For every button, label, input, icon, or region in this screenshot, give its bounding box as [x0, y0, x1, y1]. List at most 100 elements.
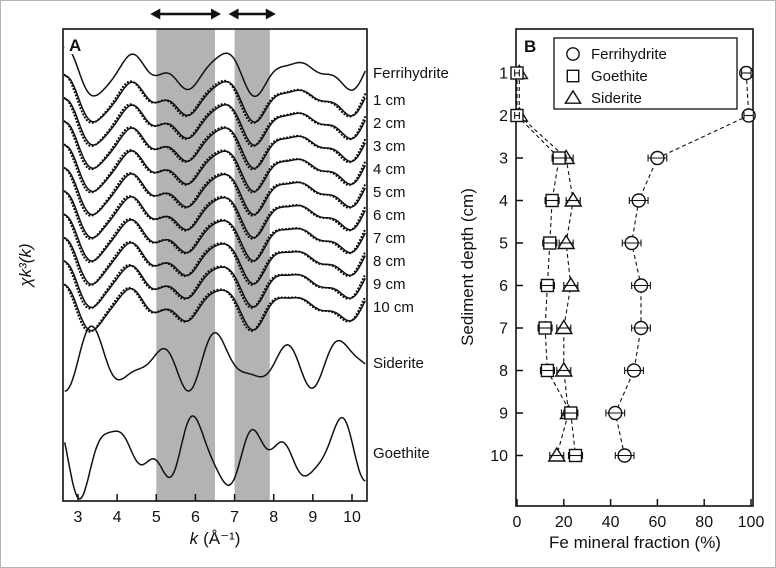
range-arrow-1: [150, 8, 221, 20]
error-bar: [549, 452, 565, 459]
x-tick-label: 5: [152, 509, 161, 526]
arrow-head-right: [265, 8, 276, 20]
error-bar: [563, 409, 579, 417]
legend-entry-ferrihydrite: Ferrihydrite: [566, 46, 667, 63]
error-bar: [539, 282, 555, 289]
x-tick-label: 60: [649, 514, 667, 531]
error-bar: [556, 367, 572, 374]
spectrum-9-cm: [63, 260, 367, 310]
spectrum-curve: [64, 46, 366, 98]
error-bar: [544, 197, 560, 204]
spectrum-3-cm: [63, 120, 367, 171]
legend-entry-siderite: Siderite: [564, 89, 642, 107]
error-bar: [741, 69, 752, 77]
spectrum-siderite: [64, 325, 366, 392]
series-siderite: [510, 64, 583, 462]
error-bar: [537, 324, 553, 332]
y-tick-label: 2: [499, 108, 508, 125]
legend-marker-circle: [566, 47, 580, 61]
error-bar: [539, 367, 555, 374]
x-axis-unit: (Å⁻¹): [203, 529, 240, 548]
error-bar: [565, 197, 581, 204]
arrow-head-left: [150, 8, 161, 20]
panel-a-axis-box: [62, 28, 368, 502]
spectrum-2-cm: [63, 97, 367, 148]
spectrum-5-cm: [63, 166, 367, 217]
legend-marker-triangle: [564, 89, 582, 104]
y-tick-label: 10: [490, 448, 508, 465]
fit-curve: [63, 143, 367, 194]
panel-b-label: B: [524, 37, 536, 56]
error-bar: [743, 112, 754, 119]
panel-b-x-axis-title: Fe mineral fraction (%): [549, 533, 721, 552]
curve-label: Ferrihydrite: [373, 65, 449, 82]
highlight-band-1: [156, 29, 215, 501]
error-bar: [621, 239, 642, 247]
curve-label: 10 cm: [373, 299, 414, 316]
fit-curve: [63, 260, 367, 310]
error-bar: [551, 154, 567, 162]
panel-a-exafs: Ferrihydrite 1 cm 2 cm 3 cm 4 cm 5 cm 6 cm 7 cm…: [16, 8, 449, 548]
error-bar: [567, 452, 584, 459]
marker-triangle: [556, 234, 576, 250]
spectrum-6-cm: [63, 190, 367, 240]
legend-entry-goethite: Goethite: [566, 68, 648, 85]
curve-label: 5 cm: [373, 184, 406, 201]
fit-curve: [63, 190, 367, 240]
marker-triangle: [554, 319, 574, 335]
spectrum-8-cm: [63, 236, 367, 287]
x-tick-label: 80: [695, 514, 713, 531]
spectrum-4-cm: [63, 143, 367, 194]
panel-a-label: A: [69, 36, 81, 55]
x-tick-label: 3: [74, 509, 83, 526]
legend-box: [553, 37, 738, 110]
curve-label: 3 cm: [373, 138, 406, 155]
spectrum-curve: [64, 98, 366, 146]
error-bar: [631, 324, 651, 332]
spectrum-curve: [64, 168, 366, 216]
x-tick-label: 40: [602, 514, 620, 531]
error-bar: [514, 69, 520, 77]
error-bar: [631, 282, 651, 289]
error-bar: [542, 239, 558, 247]
error-bar: [605, 409, 626, 417]
legend-marker-square: [566, 69, 580, 83]
x-tick-label: 0: [513, 514, 522, 531]
error-bar: [628, 197, 649, 204]
panel-b-axis-box: [515, 28, 754, 507]
spectrum-curve: [64, 75, 366, 123]
panel-a-label-backing: [65, 36, 83, 54]
x-tick-label: 10: [343, 509, 361, 526]
x-tick-label: 7: [230, 509, 239, 526]
series-line: [516, 73, 577, 456]
range-arrow-2: [228, 8, 276, 20]
series-goethite: [510, 66, 584, 463]
panel-b-depth-profile: 0 20 40 60 80 100 1 2 3 4 5 6 7 8 9 10 Ferrihydrite Goeth…: [458, 28, 764, 552]
marker-triangle: [561, 276, 581, 292]
y-tick-label: 7: [499, 321, 508, 338]
spectrum-7-cm: [63, 213, 367, 264]
arrow-head-right: [210, 8, 221, 20]
x-tick-label: 4: [113, 509, 122, 526]
y-tick-label: 3: [499, 151, 508, 168]
curve-label: 8 cm: [373, 253, 406, 270]
curve-label: 6 cm: [373, 207, 406, 224]
spectrum-ferrihydrite: [64, 46, 366, 98]
fit-curve: [63, 213, 367, 264]
fit-curve: [63, 120, 367, 171]
series-line: [614, 72, 750, 456]
marker-triangle: [554, 361, 574, 377]
legend: Ferrihydrite Goethite Siderite: [553, 37, 738, 110]
error-bar: [614, 452, 635, 459]
panel-a-plot-area: Ferrihydrite 1 cm 2 cm 3 cm 4 cm 5 cm 6 cm 7 cm…: [62, 8, 449, 526]
spectrum-curve: [63, 415, 366, 500]
y-tick-label: 5: [499, 236, 508, 253]
error-bar: [624, 367, 644, 374]
marker-triangle: [563, 191, 583, 207]
y-tick-label: 8: [499, 363, 508, 380]
curve-label: 1 cm: [373, 92, 406, 109]
error-bar: [514, 112, 520, 119]
y-tick-label: 1: [499, 66, 508, 83]
